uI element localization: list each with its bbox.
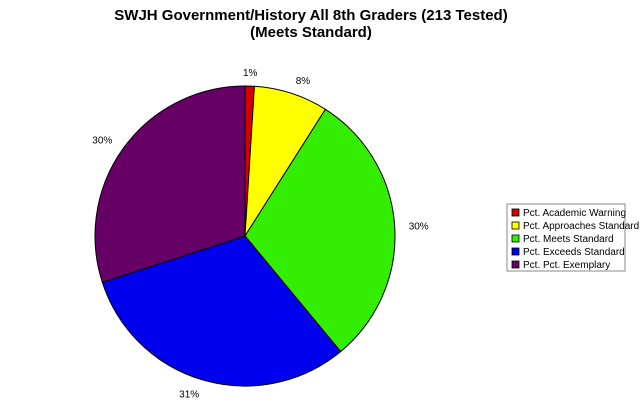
legend-swatch-1 [511,208,520,217]
pie-slices [94,85,396,387]
legend-swatch-2 [511,221,520,230]
pie-slice-3 [244,108,396,353]
legend-box [506,203,626,272]
slice-label-1: 1% [243,68,258,79]
legend-label-3: Pct. Meets Standard [523,234,614,245]
legend-swatch-5 [511,260,520,269]
pie-slice-4 [101,235,342,387]
pie-labels: 1% 8% 30% 31% 30% [92,68,429,400]
slice-label-2: 8% [296,76,311,87]
slice-label-5: 30% [92,136,112,147]
legend-swatch-4 [511,247,520,256]
legend-label-1: Pct. Academic Warning [523,208,626,219]
slice-label-3: 30% [409,222,429,233]
legend-label-5: Pct. Pct. Exemplary [523,260,610,271]
slice-label-4: 31% [179,390,199,401]
legend: Pct. Academic Warning Pct. Approaches Sta… [506,203,639,272]
pie-slice-5 [94,85,246,283]
chart-subtitle: (Meets Standard) [250,24,372,41]
chart-title: SWJH Government/History All 8th Graders … [114,7,507,24]
legend-label-2: Pct. Approaches Standard [523,221,639,232]
legend-label-4: Pct. Exceeds Standard [523,247,625,258]
legend-swatch-3 [511,234,520,243]
